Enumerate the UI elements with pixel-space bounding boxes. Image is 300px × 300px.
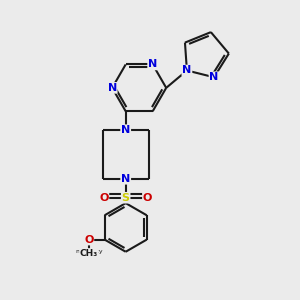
- Text: N: N: [121, 174, 130, 184]
- Text: N: N: [107, 83, 117, 93]
- Text: O: O: [99, 193, 109, 203]
- Text: S: S: [122, 193, 130, 203]
- Text: N: N: [182, 65, 191, 76]
- Text: O: O: [84, 235, 93, 244]
- Text: N: N: [121, 125, 130, 135]
- Text: O: O: [143, 193, 152, 203]
- Text: methoxy: methoxy: [75, 249, 103, 254]
- Text: CH₃: CH₃: [80, 249, 98, 258]
- Text: N: N: [209, 72, 219, 82]
- Text: N: N: [148, 59, 157, 70]
